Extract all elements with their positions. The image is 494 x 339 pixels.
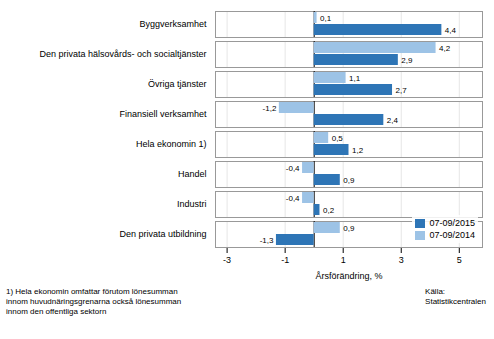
svg-text:0,1: 0,1: [320, 14, 332, 23]
svg-text:-3: -3: [223, 255, 231, 265]
svg-text:-1: -1: [281, 255, 289, 265]
svg-text:Den privata hälsovårds- och so: Den privata hälsovårds- och socialtjänst…: [39, 49, 206, 59]
svg-text:Handel: Handel: [178, 169, 207, 179]
svg-text:0,9: 0,9: [343, 176, 355, 185]
svg-text:4,4: 4,4: [445, 26, 457, 35]
svg-text:1,1: 1,1: [349, 74, 361, 83]
svg-text:Den privata utbildning: Den privata utbildning: [119, 229, 206, 239]
svg-text:0,9: 0,9: [343, 224, 355, 233]
html-text:1) Hela ekonomin omfattar föru: 1) Hela ekonomin omfattar förutom lönesu…: [6, 287, 182, 316]
html-text:07-09/2014: 07-09/2014: [429, 230, 475, 240]
svg-text:4,2: 4,2: [439, 44, 451, 53]
html-text:07-09/2015: 07-09/2015: [429, 218, 475, 228]
svg-text:2,4: 2,4: [387, 116, 399, 125]
svg-text:Industri: Industri: [177, 199, 207, 209]
svg-text:Hela ekonomin 1): Hela ekonomin 1): [136, 139, 207, 149]
svg-text:5: 5: [457, 255, 462, 265]
svg-text:Årsförändring, %: Årsförändring, %: [315, 271, 382, 281]
svg-text:0,2: 0,2: [323, 206, 335, 215]
svg-text:2,9: 2,9: [401, 56, 413, 65]
svg-text:Övriga tjänster: Övriga tjänster: [148, 79, 207, 89]
svg-text:1,2: 1,2: [352, 146, 364, 155]
svg-text:0,5: 0,5: [332, 134, 344, 143]
svg-text:-1,3: -1,3: [260, 236, 274, 245]
svg-text:2,7: 2,7: [396, 86, 408, 95]
svg-text:Finansiell verksamhet: Finansiell verksamhet: [119, 109, 207, 119]
svg-text:3: 3: [399, 255, 404, 265]
svg-text:Byggverksamhet: Byggverksamhet: [139, 19, 207, 29]
svg-text:-0,4: -0,4: [286, 164, 300, 173]
svg-text:-0,4: -0,4: [286, 194, 300, 203]
svg-text:-1,2: -1,2: [263, 104, 277, 113]
svg-text:1: 1: [341, 255, 346, 265]
html-text:Källa: Statistikcentralen: Källa: Statistikcentralen: [425, 287, 486, 306]
